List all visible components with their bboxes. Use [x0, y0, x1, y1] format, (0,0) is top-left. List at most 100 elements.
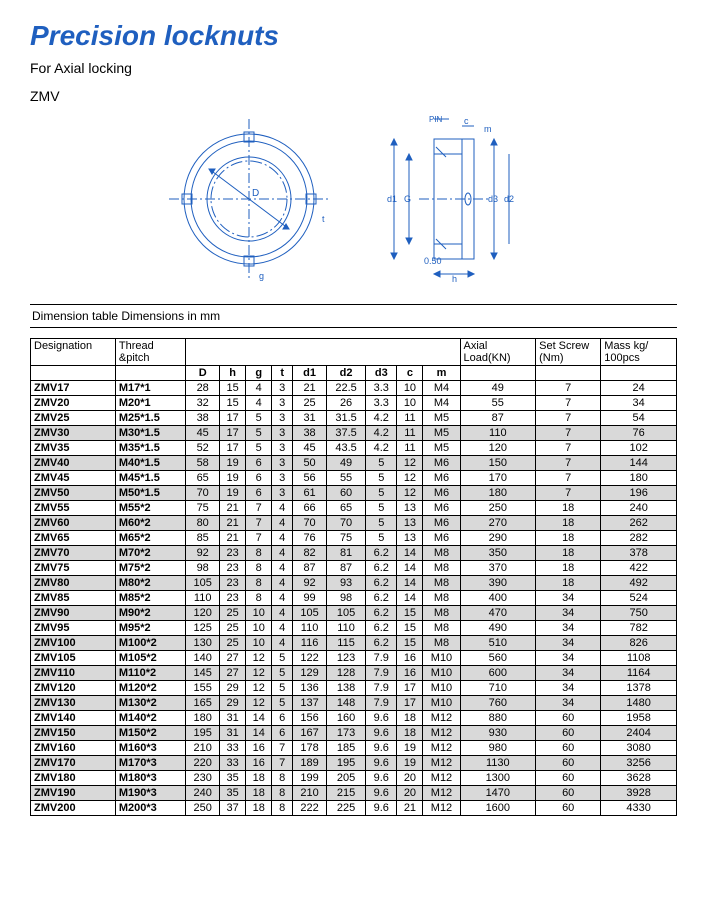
table-cell: 34	[536, 651, 601, 666]
table-cell: M8	[423, 576, 460, 591]
table-row: ZMV25M25*1.53817533131.54.211M587754	[31, 411, 677, 426]
table-cell: 215	[327, 786, 366, 801]
table-cell: 180	[186, 711, 220, 726]
table-cell: 7.9	[366, 696, 397, 711]
table-cell: 23	[220, 546, 246, 561]
table-cell: 710	[460, 681, 536, 696]
table-cell: 60	[536, 741, 601, 756]
table-cell: M12	[423, 741, 460, 756]
table-cell: 5	[366, 501, 397, 516]
table-cell: 17	[397, 681, 423, 696]
table-row: ZMV90M90*2120251041051056.215M847034750	[31, 606, 677, 621]
table-cell: 5	[272, 651, 293, 666]
table-cell: 18	[246, 786, 272, 801]
table-cell: 92	[186, 546, 220, 561]
table-row: ZMV75M75*298238487876.214M837018422	[31, 561, 677, 576]
table-cell: 52	[186, 441, 220, 456]
table-row: ZMV17M17*12815432122.53.310M449724	[31, 381, 677, 396]
table-row: ZMV60M60*28021747070513M627018262	[31, 516, 677, 531]
table-cell: 10	[397, 396, 423, 411]
table-cell: 6.2	[366, 561, 397, 576]
table-cell: 85	[186, 531, 220, 546]
table-cell: 7	[536, 396, 601, 411]
table-cell: 3080	[601, 741, 677, 756]
table-cell: M12	[423, 786, 460, 801]
table-cell: 87	[327, 561, 366, 576]
table-cell: 125	[186, 621, 220, 636]
table-cell: 31	[293, 411, 327, 426]
table-cell: 600	[460, 666, 536, 681]
table-row: ZMV110M110*2145271251291287.916M10600341…	[31, 666, 677, 681]
table-cell: 210	[293, 786, 327, 801]
table-row: ZMV170M170*3220331671891959.619M12113060…	[31, 756, 677, 771]
table-cell: 5	[366, 531, 397, 546]
table-cell: 5	[246, 426, 272, 441]
table-cell: 7	[536, 471, 601, 486]
table-cell: M50*1.5	[115, 486, 185, 501]
table-cell: 122	[293, 651, 327, 666]
table-cell: 9.6	[366, 786, 397, 801]
table-cell: M8	[423, 621, 460, 636]
table-cell: ZMV80	[31, 576, 116, 591]
table-cell: 5	[272, 666, 293, 681]
table-cell: 4	[272, 636, 293, 651]
table-cell: ZMV55	[31, 501, 116, 516]
table-cell: 390	[460, 576, 536, 591]
table-row: ZMV85M85*2110238499986.214M840034524	[31, 591, 677, 606]
table-cell: 6.2	[366, 606, 397, 621]
table-cell: 9.6	[366, 771, 397, 786]
table-cell: 10	[246, 621, 272, 636]
table-cell: M10	[423, 666, 460, 681]
table-cell: 560	[460, 651, 536, 666]
column-subheader: g	[246, 366, 272, 381]
table-cell: 23	[220, 591, 246, 606]
table-cell: 105	[186, 576, 220, 591]
table-cell: 13	[397, 531, 423, 546]
table-cell: 510	[460, 636, 536, 651]
table-cell: 250	[186, 801, 220, 816]
table-cell: 4330	[601, 801, 677, 816]
table-cell: 148	[327, 696, 366, 711]
table-row: ZMV55M55*27521746665513M625018240	[31, 501, 677, 516]
table-cell: 6.2	[366, 546, 397, 561]
table-cell: 70	[327, 516, 366, 531]
table-cell: 8	[272, 801, 293, 816]
dimension-table-header: Dimension table Dimensions in mm	[30, 304, 677, 328]
column-subheader	[115, 366, 185, 381]
table-row: ZMV70M70*292238482816.214M835018378	[31, 546, 677, 561]
table-cell: 155	[186, 681, 220, 696]
dimension-table: DesignationThread &pitchAxial Load(KN)Se…	[30, 338, 677, 816]
table-cell: 12	[246, 681, 272, 696]
table-cell: 18	[397, 711, 423, 726]
table-cell: 210	[186, 741, 220, 756]
table-cell: M12	[423, 711, 460, 726]
table-cell: 58	[186, 456, 220, 471]
table-cell: ZMV110	[31, 666, 116, 681]
table-row: ZMV150M150*2195311461671739.618M12930602…	[31, 726, 677, 741]
table-cell: 3256	[601, 756, 677, 771]
table-cell: 4.2	[366, 441, 397, 456]
column-subheader: c	[397, 366, 423, 381]
table-cell: 180	[460, 486, 536, 501]
table-cell: 270	[460, 516, 536, 531]
table-cell: ZMV200	[31, 801, 116, 816]
table-cell: 170	[460, 471, 536, 486]
table-cell: 3.3	[366, 396, 397, 411]
table-cell: 34	[536, 681, 601, 696]
table-cell: 760	[460, 696, 536, 711]
table-row: ZMV140M140*2180311461561609.618M12880601…	[31, 711, 677, 726]
table-cell: 150	[460, 456, 536, 471]
table-cell: 75	[186, 501, 220, 516]
table-cell: 21	[220, 531, 246, 546]
table-cell: 60	[536, 711, 601, 726]
table-cell: 167	[293, 726, 327, 741]
table-cell: ZMV35	[31, 441, 116, 456]
table-cell: 7	[246, 531, 272, 546]
table-cell: 37.5	[327, 426, 366, 441]
table-cell: 15	[397, 606, 423, 621]
table-cell: 3	[272, 486, 293, 501]
table-cell: 782	[601, 621, 677, 636]
table-cell: ZMV170	[31, 756, 116, 771]
column-header: Axial Load(KN)	[460, 339, 536, 366]
table-cell: 12	[246, 666, 272, 681]
